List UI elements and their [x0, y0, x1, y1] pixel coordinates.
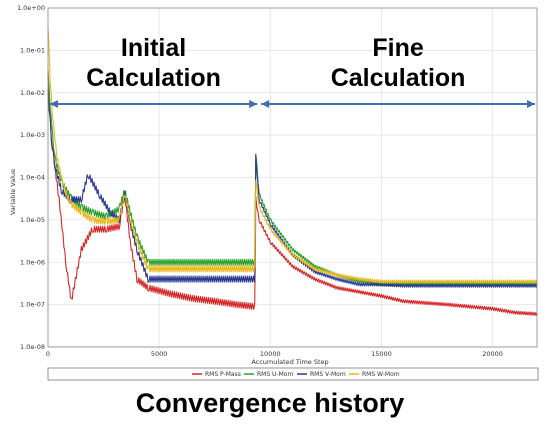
series-lines: [47, 27, 538, 316]
legend-label: RMS P-Mass: [205, 371, 241, 378]
annotation-text: Initial: [121, 34, 186, 62]
y-tick-label: 1.0e-05: [20, 216, 45, 224]
y-tick-label: 1.0e+00: [17, 4, 45, 12]
y-tick-label: 1.0e-07: [20, 301, 45, 309]
legend: RMS P-Mass RMS U-Mom RMS V-Mom RMS W-Mom: [47, 367, 539, 381]
annotation-text: Calculation: [86, 64, 221, 92]
legend-label: RMS W-Mom: [362, 371, 400, 378]
y-tick-label: 1.0e-06: [20, 258, 45, 266]
y-tick-label: 1.0e-08: [20, 343, 45, 351]
y-axis-label: Variable Value: [9, 169, 17, 215]
y-tick-label: 1.0e-02: [20, 89, 45, 97]
legend-box: [47, 367, 539, 381]
legend-label: RMS U-Mom: [257, 371, 293, 378]
series-line-rms-p-mass: [47, 69, 538, 316]
x-tick-label: 10000: [260, 350, 281, 358]
x-tick-label: 0: [46, 350, 50, 358]
annotation-text: Calculation: [331, 64, 466, 92]
y-tick-label: 1.0e-01: [20, 46, 45, 54]
series-line-rms-u-mom: [47, 75, 538, 287]
annotation-arrows: [50, 100, 535, 108]
arrow-head: [249, 100, 258, 108]
arrow-head: [527, 100, 535, 108]
caption: Convergence history: [136, 388, 405, 418]
arrow-head: [50, 100, 58, 108]
y-tick-label: 1.0e-04: [20, 174, 45, 182]
annotation-text: Fine: [372, 34, 423, 62]
x-tick-label: 20000: [482, 350, 503, 358]
plot-frame: [47, 7, 538, 348]
x-tick-labels: 0 5000 10000 15000 20000: [46, 350, 503, 358]
x-axis-label: Accumulated Time Step: [251, 358, 328, 366]
x-tick-label: 15000: [371, 350, 392, 358]
series-line-rms-w-mom: [47, 27, 538, 284]
axes: [47, 7, 538, 348]
legend-label: RMS V-Mom: [310, 371, 346, 378]
y-tick-label: 1.0e-03: [20, 131, 45, 139]
y-tick-labels: 1.0e+00 1.0e-01 1.0e-02 1.0e-03 1.0e-04 1.0e-…: [17, 4, 45, 351]
series-line-rms-v-mom: [47, 89, 538, 288]
x-tick-label: 5000: [151, 350, 168, 358]
arrow-head: [261, 100, 270, 108]
